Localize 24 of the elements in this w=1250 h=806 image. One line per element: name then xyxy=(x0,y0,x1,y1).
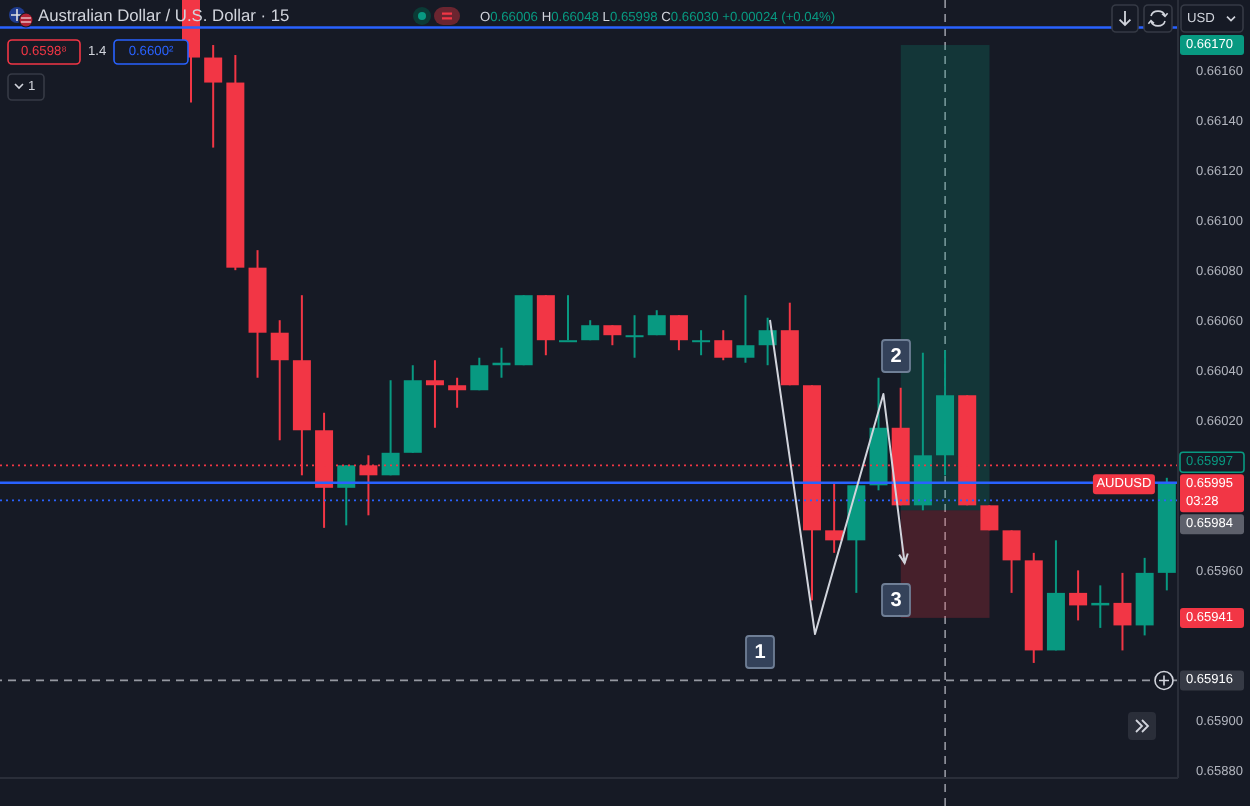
candlestick xyxy=(1002,529,1021,594)
candlestick xyxy=(736,294,755,364)
annotation: 1 xyxy=(754,642,767,664)
candlestick xyxy=(204,44,223,149)
annotation: 3 xyxy=(890,590,903,612)
candlestick xyxy=(603,324,622,347)
candlestick xyxy=(692,329,711,357)
candlestick xyxy=(625,314,644,359)
candlestick xyxy=(337,464,356,527)
candlestick xyxy=(714,329,733,362)
candlestick xyxy=(425,359,444,429)
candlestick xyxy=(381,379,400,477)
candlestick xyxy=(536,294,555,357)
candlestick xyxy=(1113,571,1132,652)
candlestick xyxy=(669,314,688,352)
candlestick xyxy=(647,309,666,337)
candlestick xyxy=(448,376,467,409)
candlestick xyxy=(825,481,844,554)
candlestick xyxy=(980,504,999,532)
candlestick xyxy=(559,294,578,343)
candlestick xyxy=(270,319,289,442)
candlestick xyxy=(1069,569,1088,622)
annotation: 2 xyxy=(890,346,903,368)
candlestick xyxy=(470,356,489,392)
